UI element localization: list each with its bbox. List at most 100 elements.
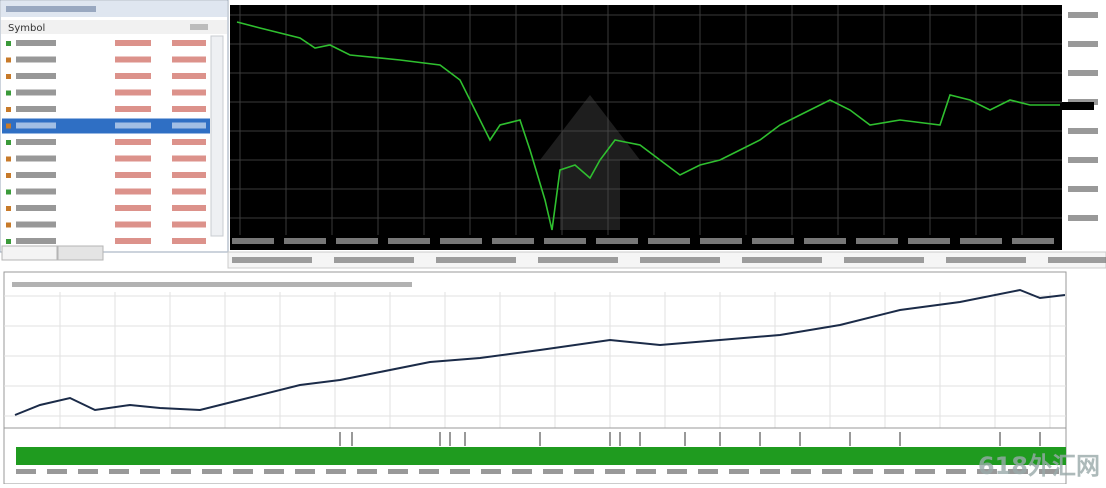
time-label-blur <box>388 238 430 244</box>
row-ask-blur <box>172 238 206 244</box>
row-bid-blur <box>115 172 151 178</box>
time-label-blur <box>419 469 439 474</box>
row-symbol-blur <box>16 155 56 162</box>
time-label-blur <box>202 469 222 474</box>
panel-title-bar <box>1 1 227 17</box>
price-label-blur <box>1068 41 1098 47</box>
time-label-blur <box>109 469 129 474</box>
row-ask-blur <box>172 172 206 178</box>
row-ask-blur <box>172 188 206 195</box>
time-label-blur <box>140 469 160 474</box>
row-bid-blur <box>115 73 151 79</box>
row-ask-blur <box>172 155 206 162</box>
time-label-blur <box>853 469 873 474</box>
row-ask-blur <box>172 73 206 79</box>
time-label-blur <box>908 238 950 244</box>
column-header <box>1 20 227 34</box>
time-label-blur <box>264 469 284 474</box>
price-chart <box>230 5 1106 250</box>
tab-blur <box>232 257 312 263</box>
time-label-blur <box>648 238 690 244</box>
tab-blur <box>334 257 414 263</box>
column-header-blur <box>190 24 208 30</box>
time-label-blur <box>543 469 563 474</box>
time-label-blur <box>856 238 898 244</box>
row-icon <box>6 189 11 195</box>
time-label-blur <box>16 469 36 474</box>
time-label-blur <box>1012 238 1054 244</box>
time-label-blur <box>512 469 532 474</box>
equity-caption-blur <box>12 282 412 287</box>
scrollbar[interactable] <box>210 35 224 237</box>
time-label-blur <box>357 469 377 474</box>
price-label-blur <box>1068 157 1098 163</box>
tab-blur <box>1048 257 1106 263</box>
equity-line <box>14 288 1066 416</box>
row-bid-blur <box>115 139 151 145</box>
time-label-blur <box>960 238 1002 244</box>
row-icon <box>6 123 11 129</box>
row-bid-blur <box>115 205 151 211</box>
time-label-blur <box>284 238 326 244</box>
price-label-blur <box>1068 12 1098 18</box>
equity-grid <box>4 292 1066 428</box>
row-icon <box>6 140 11 145</box>
row-ask-blur <box>172 89 206 96</box>
chart-tab-list <box>232 257 1106 263</box>
time-label-blur <box>233 469 253 474</box>
time-label-blur <box>915 469 935 474</box>
row-bid-blur <box>115 238 151 244</box>
time-label-blur <box>47 469 67 474</box>
row-icon <box>6 41 11 46</box>
time-label-blur <box>1008 469 1028 474</box>
tab-blur <box>844 257 924 263</box>
time-label-blur <box>171 469 191 474</box>
row-symbol-blur <box>16 188 56 195</box>
market-watch: Symbol <box>0 0 229 261</box>
row-symbol-blur <box>16 238 56 244</box>
chart-background <box>230 5 1062 250</box>
row-bid-blur <box>115 89 151 96</box>
row-symbol-blur <box>16 221 56 228</box>
tab-blur <box>436 257 516 263</box>
row-symbol-blur <box>16 139 56 145</box>
time-label-blur <box>977 469 997 474</box>
row-icon <box>6 107 11 112</box>
quote-rows <box>2 40 210 244</box>
tab-symbols[interactable] <box>1 245 58 261</box>
row-symbol-blur <box>16 205 56 211</box>
time-label-blur <box>822 469 842 474</box>
watermark-logo <box>540 95 640 230</box>
row-ask-blur <box>172 40 206 46</box>
chart-grid <box>230 5 1062 235</box>
row-symbol-blur <box>16 56 56 63</box>
time-label-blur <box>752 238 794 244</box>
tab-ticks[interactable] <box>57 245 104 261</box>
time-label-blur <box>636 469 656 474</box>
row-symbol-blur <box>16 106 56 112</box>
time-label-blur <box>605 469 625 474</box>
row-bid-blur <box>115 106 151 112</box>
time-label-blur <box>78 469 98 474</box>
current-price-marker <box>1062 102 1094 110</box>
time-label-blur <box>326 469 346 474</box>
time-label-blur <box>492 238 534 244</box>
row-icon <box>6 156 11 162</box>
time-label-blur <box>440 238 482 244</box>
row-bid-blur <box>115 56 151 63</box>
row-symbol-blur <box>16 172 56 178</box>
price-label-blur <box>1068 128 1098 134</box>
time-label-blur <box>450 469 470 474</box>
watermark-text: 618外汇网 <box>978 452 1100 480</box>
selected-row <box>2 118 210 134</box>
row-ask-blur <box>172 122 206 129</box>
time-label-blur <box>544 238 586 244</box>
time-axis-labels <box>232 238 1054 244</box>
time-label-blur <box>388 469 408 474</box>
row-bid-blur <box>115 221 151 228</box>
row-ask-blur <box>172 205 206 211</box>
row-icon <box>6 173 11 178</box>
tab-blur <box>742 257 822 263</box>
row-ask-blur <box>172 221 206 228</box>
